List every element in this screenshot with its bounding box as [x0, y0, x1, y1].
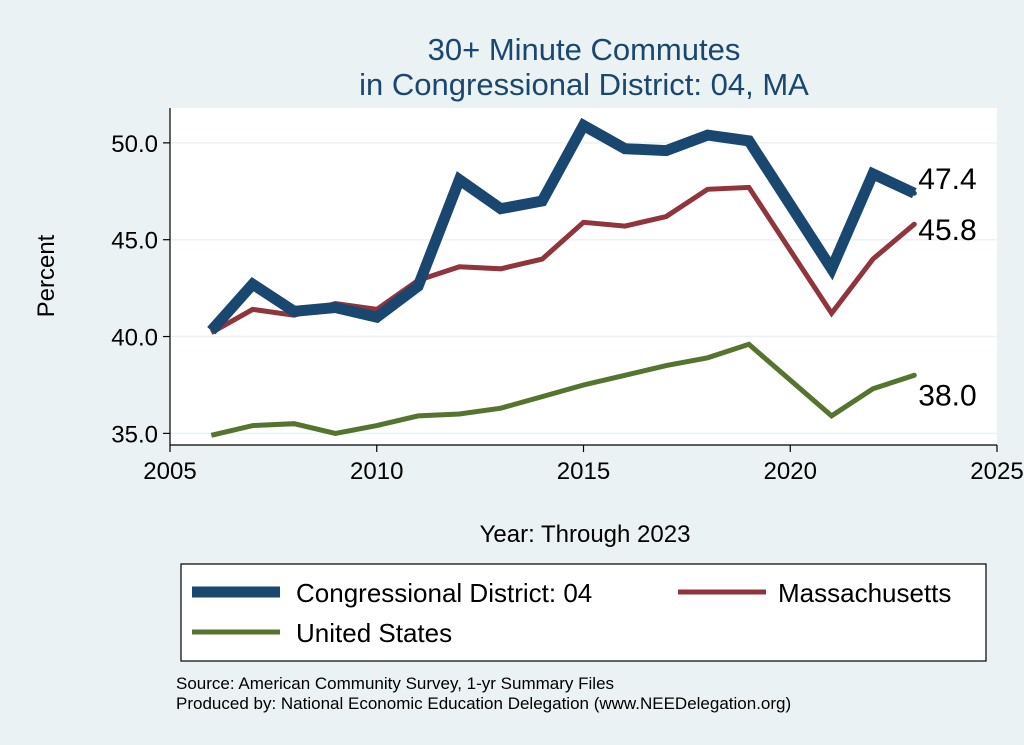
y-axis-label: Percent — [33, 234, 60, 317]
x-tick-label: 2010 — [350, 458, 403, 485]
series-lines — [207, 117, 917, 438]
end-labels: 38.0 45.8 47.4 — [918, 163, 976, 412]
series-line-district — [207, 117, 917, 335]
series-end-point-massachusetts — [911, 221, 917, 227]
x-tick-label: 2020 — [764, 458, 817, 485]
x-tick-label: 2005 — [143, 458, 196, 485]
gridlines — [170, 142, 997, 435]
series-line-united-states — [210, 341, 916, 438]
y-tick-label: 50.0 — [111, 131, 158, 158]
series-end-point-united-states — [911, 372, 917, 378]
legend-label-district: Congressional District: 04 — [296, 578, 592, 608]
y-tick-label: 45.0 — [111, 228, 158, 255]
source-note: Source: American Community Survey, 1-yr … — [176, 674, 614, 693]
legend-label-united-states: United States — [296, 618, 452, 648]
produced-by-note: Produced by: National Economic Education… — [176, 694, 791, 713]
end-value-label-district: 47.4 — [918, 163, 976, 196]
x-tick-label: 2025 — [970, 458, 1023, 485]
x-axis-label: Year: Through 2023 — [480, 521, 691, 548]
legend: Congressional District: 04 Massachusetts… — [180, 563, 987, 662]
chart-title-line-1: 30+ Minute Commutes — [428, 32, 741, 67]
chart-title-line-2: in Congressional District: 04, MA — [359, 67, 809, 102]
plot-area — [170, 108, 997, 445]
series-end-point-district — [911, 190, 917, 196]
y-tick-label: 40.0 — [111, 325, 158, 352]
legend-label-massachusetts: Massachusetts — [778, 578, 951, 608]
end-value-label-massachusetts: 45.8 — [918, 214, 976, 247]
end-value-label-united-states: 38.0 — [918, 379, 976, 412]
x-tick-label: 2015 — [557, 458, 610, 485]
axes: 35.0 40.0 45.0 50.0 2005 2010 2015 2020 2025 — [111, 108, 1024, 485]
legend-box — [180, 563, 987, 662]
y-tick-label: 35.0 — [111, 421, 158, 448]
